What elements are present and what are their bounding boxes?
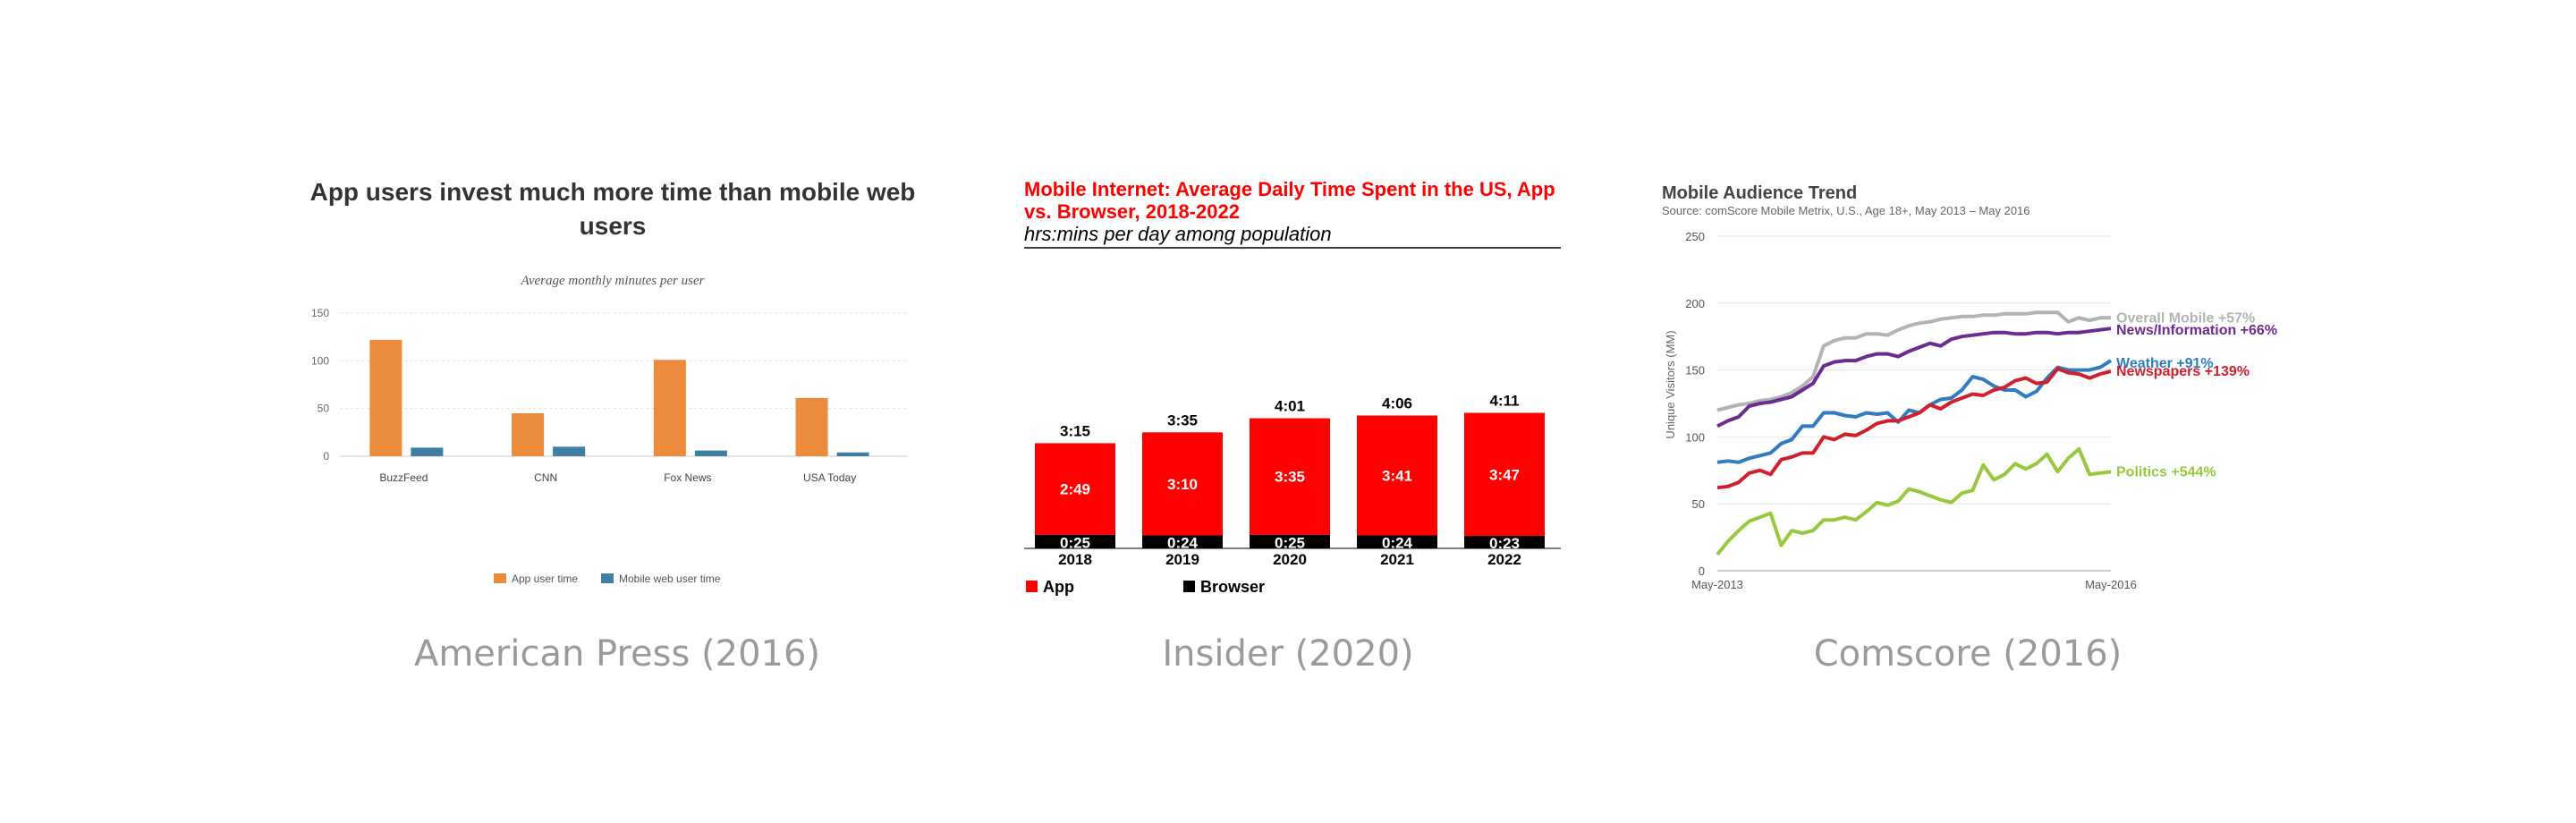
data-label-browser: 0:23 bbox=[1489, 535, 1520, 552]
series-label: Newspapers +139% bbox=[2116, 364, 2250, 379]
data-label-browser: 0:25 bbox=[1060, 534, 1090, 551]
legend-label: Mobile web user time bbox=[619, 573, 721, 585]
series-label: News/Information +66% bbox=[2116, 323, 2277, 338]
data-label-app: 2:49 bbox=[1060, 481, 1090, 498]
plot-area: 0 50 100 150 200 250 Overall Mobile +57%News/I… bbox=[1685, 230, 2277, 591]
bar-browser bbox=[1250, 534, 1330, 548]
chart-title-line-2: vs. Browser, 2018-2022 bbox=[1024, 200, 1240, 223]
bar-mobile-web bbox=[553, 446, 586, 456]
bar-mobile-web bbox=[411, 447, 444, 456]
legend-label-app: App bbox=[1043, 578, 1074, 596]
caption-comscore: Comscore (2016) bbox=[1813, 633, 2123, 675]
data-label-browser: 0:24 bbox=[1382, 535, 1413, 552]
insider-chart: Mobile Internet: Average Daily Time Spen… bbox=[1024, 178, 1561, 596]
series-label: Overall Mobile +57% bbox=[2116, 310, 2255, 326]
series-line bbox=[1716, 367, 2112, 490]
chart-title-line-1: Mobile Internet: Average Daily Time Spen… bbox=[1024, 178, 1555, 200]
total-label: 4:11 bbox=[1489, 393, 1519, 410]
x-tick-label: 2021 bbox=[1380, 551, 1414, 568]
american-press-chart: App users invest much more time than mob… bbox=[310, 178, 916, 585]
legend: App Browser bbox=[1026, 578, 1265, 596]
y-tick-label: 200 bbox=[1685, 297, 1705, 310]
bar-app bbox=[1357, 415, 1437, 536]
x-tick-label: USA Today bbox=[803, 471, 856, 484]
total-label: 3:35 bbox=[1167, 412, 1198, 428]
caption-american-press: American Press (2016) bbox=[413, 633, 821, 675]
x-tick-label: 2018 bbox=[1058, 551, 1092, 568]
data-label-app: 3:47 bbox=[1489, 466, 1520, 483]
chart-subtitle: Average monthly minutes per user bbox=[521, 274, 705, 288]
x-tick-label: Fox News bbox=[664, 471, 711, 484]
x-tick-label: CNN bbox=[534, 471, 557, 484]
bar-app bbox=[653, 360, 686, 456]
data-label-app: 3:35 bbox=[1275, 469, 1305, 486]
legend-swatch bbox=[601, 573, 614, 583]
x-tick-label: 2020 bbox=[1273, 551, 1307, 568]
data-label-app: 3:10 bbox=[1167, 476, 1198, 493]
series-label: Weather +91% bbox=[2116, 356, 2214, 371]
bar-mobile-web bbox=[694, 450, 727, 456]
total-label: 4:06 bbox=[1382, 395, 1412, 412]
series-label: Politics +544% bbox=[2116, 464, 2216, 479]
x-tick-label: BuzzFeed bbox=[379, 471, 428, 484]
chart-title-line-1: App users invest much more time than mob… bbox=[310, 178, 916, 206]
bar-browser bbox=[1035, 534, 1115, 548]
plot-area: 2:49 0:25 3:15 2018 3:10 0:24 3:35 2019 3:35 0:25… bbox=[1024, 393, 1561, 568]
plot-area: 0 50 100 150 BuzzFeed CNN Fox News USA Today bbox=[311, 307, 908, 484]
series-line bbox=[1716, 359, 2113, 464]
comscore-chart: Mobile Audience Trend Source: comScore M… bbox=[1662, 183, 2277, 591]
y-tick-label: 100 bbox=[311, 354, 329, 367]
chart-title-line-2: users bbox=[580, 212, 647, 240]
y-tick-label: 150 bbox=[1685, 364, 1705, 378]
bar-browser bbox=[1464, 536, 1545, 548]
y-axis-label: Unique Visitors (MM) bbox=[1664, 330, 1677, 438]
bar-browser bbox=[1142, 535, 1223, 548]
x-tick-label: May-2013 bbox=[1691, 578, 1743, 591]
chart-subtitle: hrs:mins per day among population bbox=[1024, 223, 1332, 245]
legend: App user time Mobile web user time bbox=[494, 573, 721, 585]
y-tick-label: 50 bbox=[1692, 497, 1705, 511]
bar-app bbox=[1035, 443, 1115, 535]
series-line bbox=[1716, 327, 2112, 428]
caption-insider: Insider (2020) bbox=[1162, 633, 1414, 675]
bar-app bbox=[1250, 418, 1330, 535]
bar-app bbox=[1464, 412, 1545, 537]
y-tick-label: 100 bbox=[1685, 430, 1705, 444]
bar-mobile-web bbox=[836, 452, 869, 456]
chart-source: Source: comScore Mobile Metrix, U.S., Ag… bbox=[1662, 204, 2030, 217]
y-tick-label: 0 bbox=[323, 450, 329, 462]
series-line bbox=[1716, 446, 2112, 556]
bar-browser bbox=[1357, 535, 1437, 548]
legend-label: App user time bbox=[512, 573, 578, 585]
legend-label-browser: Browser bbox=[1200, 578, 1265, 596]
y-tick-label: 0 bbox=[1699, 564, 1705, 578]
bar-app bbox=[512, 413, 545, 456]
x-tick-label: 2019 bbox=[1165, 551, 1199, 568]
chart-title: Mobile Audience Trend bbox=[1662, 183, 1857, 203]
total-label: 4:01 bbox=[1275, 398, 1305, 415]
y-tick-label: 150 bbox=[311, 307, 329, 319]
data-label-browser: 0:25 bbox=[1275, 534, 1305, 551]
x-tick-label: May-2016 bbox=[2085, 578, 2137, 591]
x-tick-label: 2022 bbox=[1487, 551, 1521, 568]
data-label-app: 3:41 bbox=[1382, 467, 1412, 484]
legend-swatch-browser bbox=[1183, 581, 1195, 592]
data-label-browser: 0:24 bbox=[1167, 535, 1199, 552]
legend-swatch-app bbox=[1026, 581, 1038, 592]
bar-app bbox=[369, 339, 402, 456]
y-tick-label: 50 bbox=[318, 403, 330, 415]
total-label: 3:15 bbox=[1060, 422, 1090, 439]
y-tick-label: 250 bbox=[1685, 230, 1705, 243]
bar-app bbox=[795, 397, 828, 456]
bar-app bbox=[1142, 432, 1223, 536]
series-line bbox=[1716, 310, 2111, 412]
legend-swatch bbox=[494, 573, 506, 583]
